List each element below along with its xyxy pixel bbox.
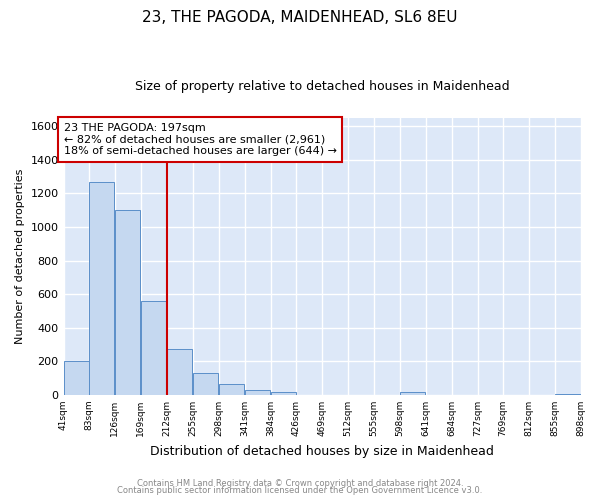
- Bar: [219, 384, 244, 395]
- Bar: [141, 301, 166, 395]
- Text: 23, THE PAGODA, MAIDENHEAD, SL6 8EU: 23, THE PAGODA, MAIDENHEAD, SL6 8EU: [142, 10, 458, 25]
- Bar: [89, 182, 114, 395]
- Bar: [193, 373, 218, 395]
- Bar: [400, 392, 425, 395]
- Title: Size of property relative to detached houses in Maidenhead: Size of property relative to detached ho…: [135, 80, 509, 93]
- Text: Contains public sector information licensed under the Open Government Licence v3: Contains public sector information licen…: [118, 486, 482, 495]
- Text: 23 THE PAGODA: 197sqm
← 82% of detached houses are smaller (2,961)
18% of semi-d: 23 THE PAGODA: 197sqm ← 82% of detached …: [64, 123, 337, 156]
- Text: Contains HM Land Registry data © Crown copyright and database right 2024.: Contains HM Land Registry data © Crown c…: [137, 478, 463, 488]
- Bar: [167, 348, 192, 395]
- Y-axis label: Number of detached properties: Number of detached properties: [15, 168, 25, 344]
- Bar: [271, 392, 296, 395]
- Bar: [555, 394, 581, 395]
- X-axis label: Distribution of detached houses by size in Maidenhead: Distribution of detached houses by size …: [150, 444, 494, 458]
- Bar: [245, 390, 270, 395]
- Bar: [115, 210, 140, 395]
- Bar: [64, 362, 89, 395]
